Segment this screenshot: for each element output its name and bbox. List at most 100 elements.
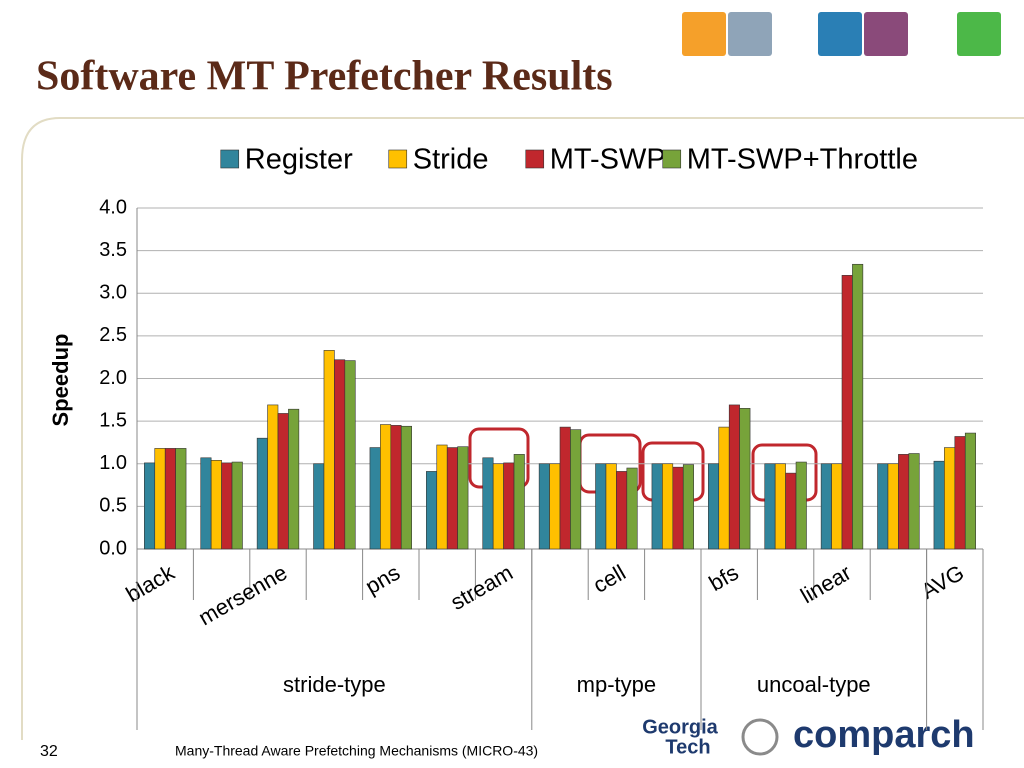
y-tick-label: 1.0 — [99, 452, 127, 474]
bar — [492, 463, 504, 550]
bar — [288, 408, 300, 550]
deco-square — [818, 12, 862, 56]
legend-label: Register — [245, 144, 353, 176]
x-tick-label: stream — [446, 560, 517, 615]
deco-photo — [728, 12, 772, 56]
logo-text: Tech — [665, 736, 710, 758]
bar — [231, 461, 243, 550]
y-tick-label: 3.5 — [99, 239, 127, 261]
bar — [887, 463, 899, 550]
bar — [774, 463, 786, 550]
bar — [446, 447, 458, 550]
bar — [831, 463, 843, 550]
bar — [795, 461, 807, 550]
legend-swatch — [525, 149, 545, 169]
bar — [708, 463, 720, 550]
logo-text: Georgia — [642, 716, 718, 738]
bar — [313, 463, 325, 550]
bar — [944, 447, 956, 550]
y-tick-label: 0.5 — [99, 495, 127, 517]
bar — [662, 463, 674, 550]
bar — [164, 448, 176, 550]
legend-label: Stride — [413, 144, 489, 176]
y-tick-label: 0.0 — [99, 537, 127, 559]
bar — [559, 426, 571, 550]
group-label: mp-type — [577, 672, 656, 697]
x-tick-label: pns — [361, 560, 404, 599]
bar — [334, 359, 346, 550]
deco-photo — [864, 12, 908, 56]
deco-square — [957, 12, 1001, 56]
bar — [400, 425, 412, 550]
y-tick-label: 2.5 — [99, 324, 127, 346]
bar — [267, 404, 279, 550]
bar — [390, 425, 402, 550]
group-label: stride-type — [283, 672, 386, 697]
bar — [175, 448, 187, 550]
bar — [538, 463, 550, 550]
x-tick-label: bfs — [705, 560, 743, 596]
bar — [933, 460, 945, 550]
bar — [728, 404, 740, 550]
bar — [595, 463, 607, 550]
bar — [503, 462, 515, 550]
bar — [144, 462, 156, 550]
x-tick-label: cell — [589, 560, 630, 598]
y-axis-label: Speedup — [48, 334, 73, 427]
bar — [954, 436, 966, 550]
bar — [277, 413, 289, 550]
bar — [605, 463, 617, 550]
page-number: 32 — [40, 743, 58, 760]
bar — [369, 447, 381, 550]
bar — [549, 463, 561, 550]
bar — [344, 360, 356, 550]
bar — [570, 429, 582, 550]
x-tick-label: black — [122, 559, 180, 607]
bar — [852, 263, 864, 550]
legend-swatch — [388, 149, 408, 169]
bar — [256, 437, 268, 550]
x-tick-label: linear — [796, 560, 855, 609]
bar — [841, 275, 853, 550]
legend-label: MT-SWP+Throttle — [687, 144, 918, 176]
bar — [908, 453, 920, 550]
bar — [380, 424, 392, 550]
legend-label: MT-SWP — [550, 144, 666, 176]
bar — [785, 472, 797, 550]
y-tick-label: 3.0 — [99, 282, 127, 304]
panel-border — [21, 117, 1024, 740]
bar — [739, 408, 751, 550]
bar — [964, 432, 976, 550]
x-tick-label: AVG — [917, 560, 968, 604]
legend-swatch — [662, 149, 682, 169]
bar — [210, 460, 222, 550]
bar — [436, 444, 448, 550]
deco-square — [682, 12, 726, 56]
bar — [820, 463, 832, 550]
bar — [154, 448, 166, 550]
y-tick-label: 4.0 — [99, 196, 127, 218]
bar — [898, 454, 910, 550]
y-tick-label: 1.5 — [99, 409, 127, 431]
logo-icon — [741, 718, 779, 756]
bar — [651, 463, 663, 550]
bar — [682, 464, 694, 550]
group-label: uncoal-type — [757, 672, 871, 697]
y-tick-label: 2.0 — [99, 367, 127, 389]
bar — [513, 454, 525, 550]
bar — [457, 446, 469, 550]
slide-title: Software MT Prefetcher Results — [36, 54, 613, 100]
bar — [718, 426, 730, 550]
bar — [877, 463, 889, 550]
bar — [323, 350, 335, 550]
logo-text: comparch — [793, 714, 975, 756]
legend-swatch — [220, 149, 240, 169]
footer-text: Many-Thread Aware Prefetching Mechanisms… — [175, 743, 538, 759]
bar — [426, 471, 438, 550]
bar — [221, 462, 233, 550]
bar — [626, 467, 638, 550]
bar — [616, 471, 628, 550]
bar — [482, 457, 494, 550]
bar — [764, 463, 776, 550]
